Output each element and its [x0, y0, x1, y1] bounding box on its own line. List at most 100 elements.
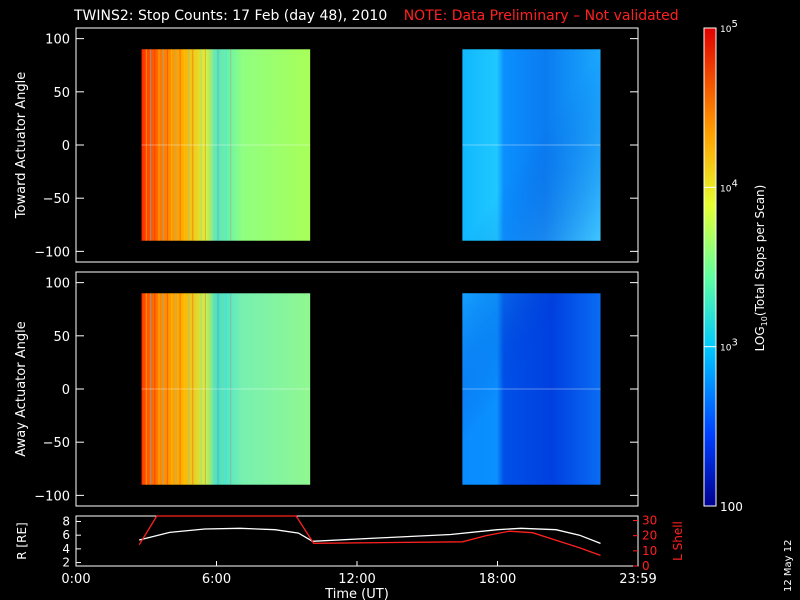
- heatmap-stripe: [154, 49, 156, 241]
- heatmap-stripe: [166, 293, 169, 485]
- away-heatmap: [141, 293, 601, 485]
- ephemeris-right-axis-label: L Shell: [671, 521, 685, 561]
- heatmap-stripe: [175, 49, 177, 241]
- heatmap-stripe: [149, 293, 152, 485]
- ephemeris-right-tick-label: 10: [642, 544, 657, 558]
- y-tick-label: −100: [34, 489, 70, 504]
- toward-y-axis: 100 50 0 −50 −100: [34, 33, 638, 260]
- heatmap-stripe: [141, 49, 143, 241]
- heatmap-stripe: [183, 49, 185, 241]
- ephemeris-left-tick-label: 6: [62, 528, 70, 542]
- ephemeris-left-tick-label: 2: [62, 556, 70, 570]
- x-tick-label: 12:00: [338, 572, 375, 587]
- heatmap-stripe: [166, 49, 169, 241]
- y-tick-label: 100: [45, 33, 70, 48]
- heatmap-stripe: [162, 293, 164, 485]
- away-y-axis: 100 50 0 −50 −100: [34, 277, 638, 504]
- heatmap-shading: [462, 49, 601, 241]
- y-tick-label: 0: [62, 383, 70, 398]
- heatmap-stripe: [171, 293, 173, 485]
- heatmap-stripe: [179, 293, 181, 485]
- y-tick-label: −100: [34, 245, 70, 260]
- heatmap-stripe: [196, 49, 198, 241]
- title-note-text: NOTE: Data Preliminary – Not validated: [403, 8, 679, 24]
- date-stamp: 12 May 12: [783, 539, 794, 592]
- heatmap-stripe: [230, 293, 232, 485]
- heatmap-stripe: [221, 49, 223, 241]
- heatmap-stripe: [217, 293, 219, 485]
- heatmap-stripe: [200, 293, 202, 485]
- heatmap-stripe: [149, 49, 152, 241]
- heatmap-stripe: [158, 293, 160, 485]
- x-axis-label: Time (UT): [324, 587, 389, 600]
- colorbar-label-sub: 10: [760, 316, 769, 326]
- heatmap-stripe: [158, 49, 160, 241]
- x-tick-label: 23:59: [619, 572, 656, 587]
- ephemeris-right-tick-label: 20: [642, 529, 657, 543]
- heatmap-stripe: [204, 49, 206, 241]
- ephemeris-left-tick-label: 4: [62, 542, 70, 556]
- ephemeris-left-tick-label: 8: [62, 514, 70, 528]
- colorbar: 105 104 103 100 LOG10(Total Stops per Scan): [703, 19, 769, 514]
- l-shell-line: [138, 515, 601, 557]
- y-tick-label: −50: [43, 192, 70, 207]
- heatmap-stripe: [225, 293, 228, 485]
- heatmap-stripe: [183, 293, 185, 485]
- heatmap-stripe: [221, 293, 223, 485]
- x-tick-label: 18:00: [479, 572, 516, 587]
- colorbar-tick-label: 103: [720, 338, 738, 354]
- title-main-text: TWINS2: Stop Counts: 17 Feb (day 48), 20…: [74, 8, 388, 24]
- colorbar-label: LOG10(Total Stops per Scan): [753, 185, 769, 352]
- y-tick-label: 50: [53, 86, 70, 101]
- heatmap-stripe: [179, 49, 181, 241]
- heatmap-stripe: [196, 293, 198, 485]
- x-tick-label: 0:00: [61, 572, 90, 587]
- chart-title: TWINS2: Stop Counts: 17 Feb (day 48), 20…: [74, 8, 679, 24]
- y-tick-label: −50: [43, 436, 70, 451]
- heatmap-stripe: [145, 49, 147, 241]
- heatmap-stripe: [204, 293, 206, 485]
- heatmap-stripe: [192, 293, 194, 485]
- heatmap-stripe: [217, 49, 219, 241]
- colorbar-gradient: [703, 27, 717, 507]
- ephemeris-lines: [138, 515, 601, 557]
- heatmap-stripe: [225, 49, 228, 241]
- heatmap-stripe: [187, 49, 190, 241]
- ephemeris-left-axis-label: R [RE]: [15, 522, 29, 559]
- heatmap-block: [141, 293, 311, 485]
- toward-heatmap: [141, 49, 601, 241]
- heatmap-stripe: [200, 49, 202, 241]
- heatmap-stripe: [141, 293, 143, 485]
- heatmap-block: [141, 49, 311, 241]
- heatmap-stripe: [213, 293, 215, 485]
- ephemeris-right-tick-label: 0: [642, 559, 650, 573]
- colorbar-label-rest: (Total Stops per Scan): [753, 185, 767, 316]
- colorbar-tick-label: 100: [720, 500, 743, 514]
- heatmap-stripe: [162, 49, 164, 241]
- heatmap-stripe: [187, 293, 190, 485]
- x-tick-label: 6:00: [202, 572, 231, 587]
- heatmap-shading: [462, 293, 601, 485]
- y-tick-label: 0: [62, 139, 70, 154]
- radius-line: [139, 527, 601, 545]
- colorbar-tick-label: 104: [720, 178, 738, 194]
- away-y-axis-label: Away Actuator Angle: [14, 321, 29, 456]
- heatmap-stripe: [213, 49, 215, 241]
- heatmap-stripe: [145, 293, 147, 485]
- heatmap-stripe: [209, 49, 211, 241]
- y-tick-label: 50: [53, 330, 70, 345]
- ephemeris-right-tick-label: 30: [642, 514, 657, 528]
- toward-y-axis-label: Toward Actuator Angle: [14, 72, 29, 219]
- heatmap-stripe: [209, 293, 211, 485]
- heatmap-stripe: [154, 293, 156, 485]
- heatmap-stripe: [171, 49, 173, 241]
- colorbar-label-log: LOG: [753, 326, 767, 351]
- heatmap-stripe: [192, 49, 194, 241]
- y-tick-label: 100: [45, 277, 70, 292]
- ephemeris-panel-frame: [75, 515, 639, 567]
- colorbar-tick-label: 105: [720, 19, 738, 35]
- heatmap-stripe: [175, 293, 177, 485]
- heatmap-stripe: [230, 49, 232, 241]
